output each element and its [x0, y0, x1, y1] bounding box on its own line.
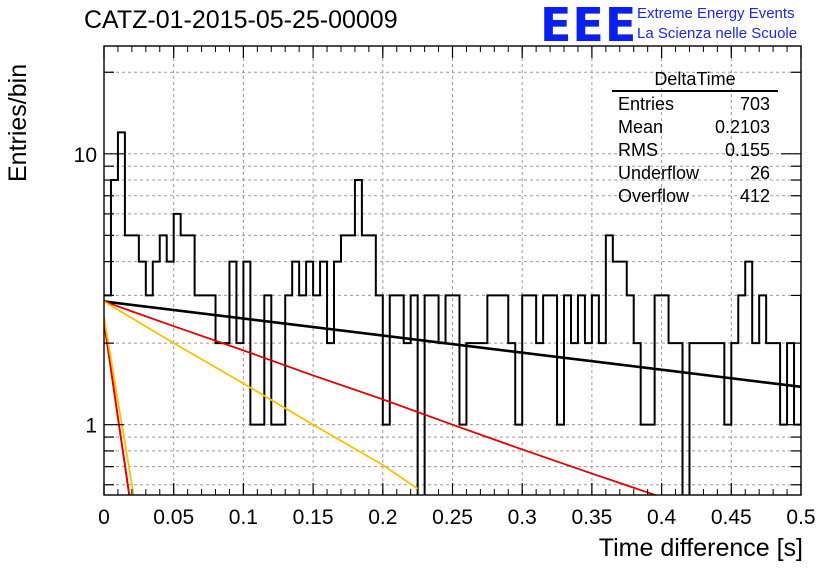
histogram-outline	[104, 131, 801, 495]
stats-label: Entries	[618, 94, 675, 114]
fit-orange-steep-curve	[104, 316, 135, 495]
stats-row: Overflow 412	[612, 185, 778, 208]
histogram	[104, 131, 801, 495]
stats-value: 703	[739, 94, 770, 114]
stats-row: RMS 0.155	[612, 139, 778, 162]
stats-title: DeltaTime	[654, 69, 736, 89]
stats-value: 26	[749, 163, 770, 183]
fit-curves	[104, 300, 801, 495]
stats-label: Mean	[618, 117, 664, 137]
x-tick-label: 0.3	[508, 506, 537, 529]
x-axis-label: Time difference [s]	[598, 534, 803, 562]
x-tick-label: 0.1	[229, 506, 258, 529]
fit-red-steep-curve	[104, 321, 131, 495]
x-tick-label: 0.2	[368, 506, 397, 529]
x-tick-label: 0.15	[293, 506, 334, 529]
stats-value: 412	[739, 186, 770, 206]
fit-orange-curve	[104, 300, 419, 490]
x-tick-label: 0	[98, 506, 110, 529]
y-axis-label: Entries/bin	[4, 63, 32, 182]
logo-line-1: Extreme Energy Events	[637, 5, 795, 22]
chart-title: CATZ-01-2015-05-25-00009	[84, 6, 398, 34]
fit-red-curve	[104, 300, 659, 495]
eee-logo-mark: EEE	[540, 0, 638, 52]
x-tick-label: 0.35	[571, 506, 612, 529]
x-tick-label: 0.5	[786, 506, 815, 529]
stats-row: Underflow 26	[612, 162, 778, 185]
stats-divider	[612, 90, 778, 92]
fit-black-curve	[104, 300, 801, 389]
y-tick-label: 10	[74, 144, 97, 167]
stats-label: RMS	[618, 140, 658, 160]
stats-label: Overflow	[618, 186, 690, 206]
stats-label: Underflow	[618, 163, 700, 183]
x-tick-label: 0.05	[153, 506, 194, 529]
stats-box: DeltaTime Entries 703 Mean 0.2103 RMS 0.…	[612, 68, 778, 208]
stats-row: Mean 0.2103	[612, 116, 778, 139]
x-tick-label: 0.25	[432, 506, 473, 529]
stats-row: Entries 703	[612, 93, 778, 116]
x-tick-label: 0.45	[711, 506, 752, 529]
y-tick-label: 1	[85, 415, 97, 438]
stats-value: 0.2103	[714, 117, 770, 137]
x-tick-label: 0.4	[647, 506, 677, 529]
axis-ticks: 0 0.05 0.1 0.15 0.2 0.25 0.3 0.35 0.4 0.45 0.5 1 10	[74, 46, 816, 529]
logo-line-2: La Scienza nelle Scuole	[637, 25, 798, 42]
stats-value: 0.155	[724, 140, 770, 160]
